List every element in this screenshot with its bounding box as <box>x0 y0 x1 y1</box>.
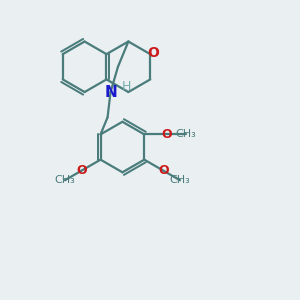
Text: N: N <box>104 85 117 100</box>
Text: CH₃: CH₃ <box>55 175 75 185</box>
Text: O: O <box>147 46 159 60</box>
Text: H: H <box>122 80 132 93</box>
Text: O: O <box>76 164 87 177</box>
Text: CH₃: CH₃ <box>175 129 196 140</box>
Text: CH₃: CH₃ <box>169 175 190 185</box>
Text: O: O <box>161 128 172 141</box>
Text: O: O <box>158 164 169 177</box>
